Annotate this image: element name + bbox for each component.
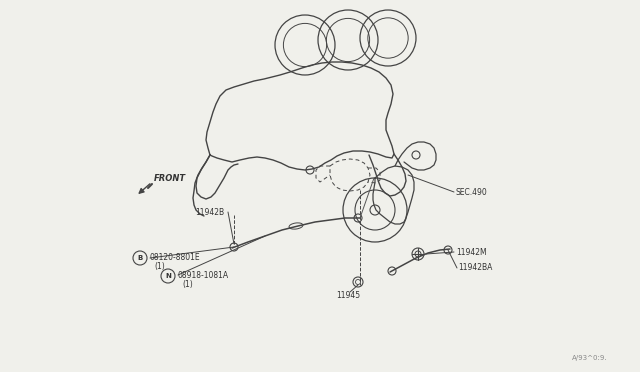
Text: N: N	[165, 273, 171, 279]
Text: FRONT: FRONT	[154, 173, 186, 183]
Text: 11942M: 11942M	[456, 247, 486, 257]
Text: B: B	[138, 255, 143, 261]
Text: 11945: 11945	[336, 292, 360, 301]
Text: 11942BA: 11942BA	[458, 263, 492, 273]
Text: 08918-1081A: 08918-1081A	[177, 272, 228, 280]
Text: A/93^0:9.: A/93^0:9.	[572, 355, 607, 361]
Text: (1): (1)	[182, 280, 193, 289]
Text: 11942B: 11942B	[195, 208, 224, 217]
Text: (1): (1)	[154, 263, 164, 272]
Text: SEC.490: SEC.490	[456, 187, 488, 196]
Text: 08120-8801E: 08120-8801E	[149, 253, 200, 263]
